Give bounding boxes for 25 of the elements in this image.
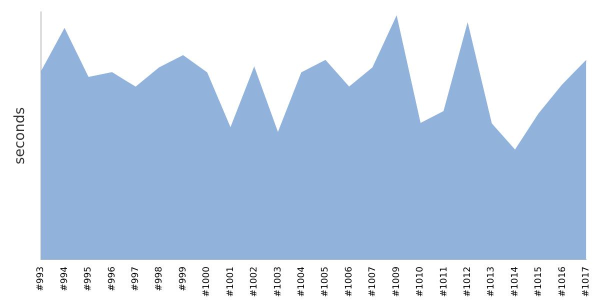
- x-tick-label: #1017: [582, 266, 592, 298]
- x-tick-label: #1002: [250, 266, 260, 298]
- x-tick-label: #998: [154, 266, 165, 292]
- x-tick-label: #1010: [416, 266, 426, 298]
- x-tick-label: #993: [36, 266, 46, 292]
- x-tick-label: #1009: [392, 266, 402, 298]
- x-tick-label: #1003: [273, 266, 284, 298]
- x-tick-label: #999: [178, 266, 188, 292]
- x-tick-label: #996: [107, 266, 118, 292]
- x-tick-label: #1016: [558, 266, 568, 298]
- y-axis-title: seconds: [12, 107, 28, 164]
- x-tick-label: #994: [60, 266, 70, 292]
- x-tick-label: #1013: [486, 266, 497, 298]
- x-tick-label: #1012: [462, 266, 473, 298]
- x-tick-label: #1015: [534, 266, 544, 298]
- x-tick-label: #1001: [226, 266, 236, 298]
- x-tick-label: #1004: [296, 266, 307, 298]
- x-tick-label: #1011: [439, 266, 450, 298]
- x-tick-label: #1005: [320, 266, 331, 298]
- x-tick-label: #1007: [368, 266, 378, 298]
- x-tick-label: #995: [84, 266, 94, 292]
- x-tick-label: #997: [130, 266, 141, 292]
- x-tick-label: #1014: [510, 266, 520, 298]
- x-tick-label: #1006: [344, 266, 354, 298]
- x-tick-label: #1000: [202, 266, 212, 298]
